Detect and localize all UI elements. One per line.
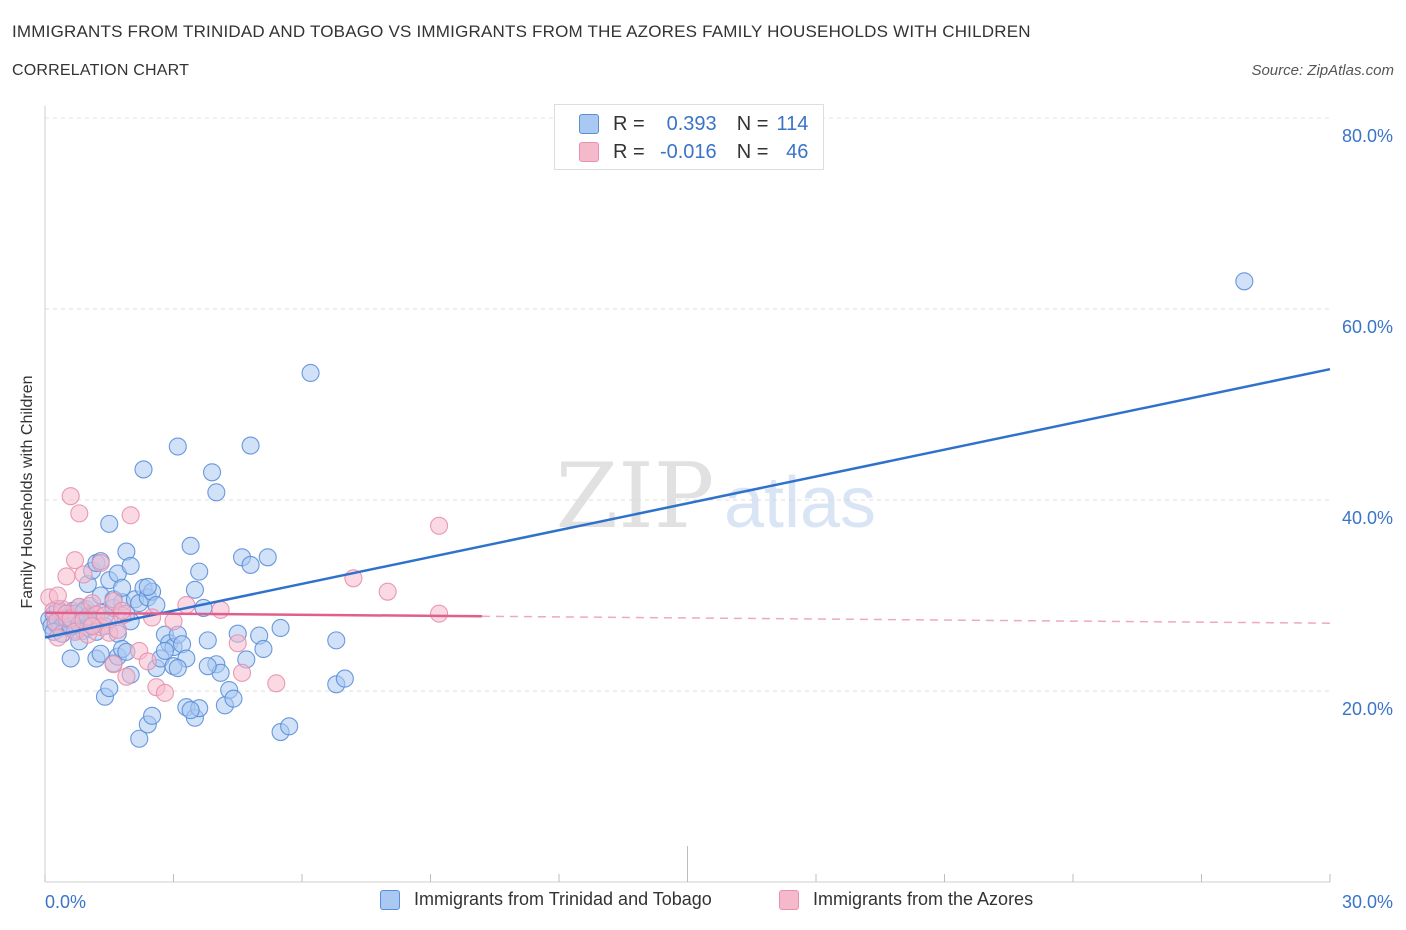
trinidad-point — [241, 555, 260, 574]
trinidad-point — [143, 706, 162, 725]
azores-point — [48, 628, 67, 647]
legend-r-value: 0.393 — [666, 112, 717, 135]
chart-subtitle: CORRELATION CHART — [12, 62, 190, 79]
azores-point — [104, 655, 123, 674]
trinidad-point — [198, 631, 217, 650]
azores-point — [57, 567, 76, 586]
trinidad-point — [254, 639, 273, 659]
trinidad-point — [1235, 272, 1254, 291]
legend-n-value: 46 — [786, 140, 809, 163]
azores-point — [232, 663, 252, 682]
watermark-atlas: atlas — [724, 463, 876, 543]
trinidad-point — [61, 649, 80, 668]
trinidad-point — [241, 436, 260, 455]
trinidad-point — [280, 717, 299, 736]
legend-item-azores: Immigrants from the Azores — [779, 889, 1033, 910]
legend-swatch-azores — [579, 142, 599, 162]
legend-label-trinidad: Immigrants from Trinidad and Tobago — [414, 889, 712, 909]
legend-n-label: N = — [736, 112, 769, 135]
trinidad-point — [91, 644, 110, 663]
trinidad-point — [100, 679, 119, 698]
trinidad-point — [121, 556, 140, 575]
azores-point — [155, 683, 174, 702]
trinidad-point — [203, 463, 222, 482]
source-label: Source: ZipAtlas.com — [1251, 62, 1394, 79]
trinidad-point — [181, 701, 200, 720]
trinidad-point — [155, 641, 174, 660]
azores-point — [117, 667, 136, 686]
azores-point — [138, 652, 157, 671]
legend-r-label: R = — [613, 112, 645, 135]
chart-title: IMMIGRANTS FROM TRINIDAD AND TOBAGO VS I… — [12, 22, 1031, 41]
trinidad-point — [138, 577, 157, 596]
legend-swatch-trinidad — [380, 889, 400, 910]
trinidad-point — [224, 689, 243, 708]
y-tick-label: 40.0% — [1342, 508, 1393, 528]
azores-point — [121, 506, 140, 525]
azores-point — [74, 565, 93, 584]
correlation-legend: R = 0.393 N = 114 R = -0.016 N = 46 — [554, 104, 824, 170]
legend-row-trinidad: R = 0.393 N = 114 — [579, 111, 808, 137]
trinidad-point — [130, 729, 149, 748]
trinidad-point — [258, 548, 277, 567]
azores-point — [378, 582, 397, 601]
legend-r-label: R = — [613, 140, 645, 163]
watermark-zip: ZIP — [556, 444, 715, 549]
trinidad-point — [301, 363, 320, 383]
azores-point — [430, 516, 449, 535]
trinidad-point — [168, 659, 187, 678]
azores-point — [65, 551, 85, 570]
trinidad-point — [134, 460, 153, 479]
y-tick-label: 20.0% — [1342, 699, 1393, 719]
legend-n-value: 114 — [776, 112, 809, 135]
legend-swatch-azores — [779, 889, 799, 910]
x-tick-label: 30.0% — [1342, 892, 1393, 912]
legend-n-label: N = — [736, 140, 769, 163]
y-tick-label: 80.0% — [1342, 126, 1393, 146]
azores-point — [48, 586, 67, 605]
legend-row-azores: R = -0.016 N = 46 — [579, 139, 808, 165]
azores-point — [211, 600, 230, 619]
trinidad-point — [198, 657, 217, 676]
azores-point — [91, 553, 110, 573]
azores-trend-line — [44, 611, 482, 618]
series-legend: Immigrants from Trinidad and Tobago Immi… — [0, 889, 1406, 915]
trinidad-point — [181, 536, 200, 555]
trinidad-point — [327, 631, 346, 650]
trinidad-point — [113, 578, 132, 597]
trinidad-point — [190, 562, 209, 581]
trinidad-trend-line — [44, 367, 1331, 639]
trinidad-point — [168, 437, 187, 456]
azores-point — [228, 634, 247, 653]
legend-r-value: -0.016 — [659, 140, 717, 163]
azores-point — [70, 504, 89, 523]
trinidad-point — [207, 483, 226, 502]
trinidad-point — [271, 618, 290, 638]
trinidad-point — [185, 580, 204, 599]
azores-point — [177, 595, 196, 615]
azores-point — [430, 604, 449, 623]
azores-point — [113, 601, 132, 620]
legend-item-trinidad: Immigrants from Trinidad and Tobago — [380, 889, 712, 910]
azores-point — [164, 612, 183, 631]
azores-point — [267, 674, 286, 693]
trinidad-point — [100, 514, 119, 533]
legend-swatch-trinidad — [579, 114, 599, 134]
y-tick-label: 60.0% — [1342, 317, 1393, 337]
trinidad-point — [335, 669, 354, 688]
x-tick-label: 0.0% — [45, 892, 86, 912]
legend-label-azores: Immigrants from the Azores — [813, 889, 1034, 909]
azores-trend-line-extension — [481, 615, 1331, 624]
azores-point — [61, 487, 80, 506]
